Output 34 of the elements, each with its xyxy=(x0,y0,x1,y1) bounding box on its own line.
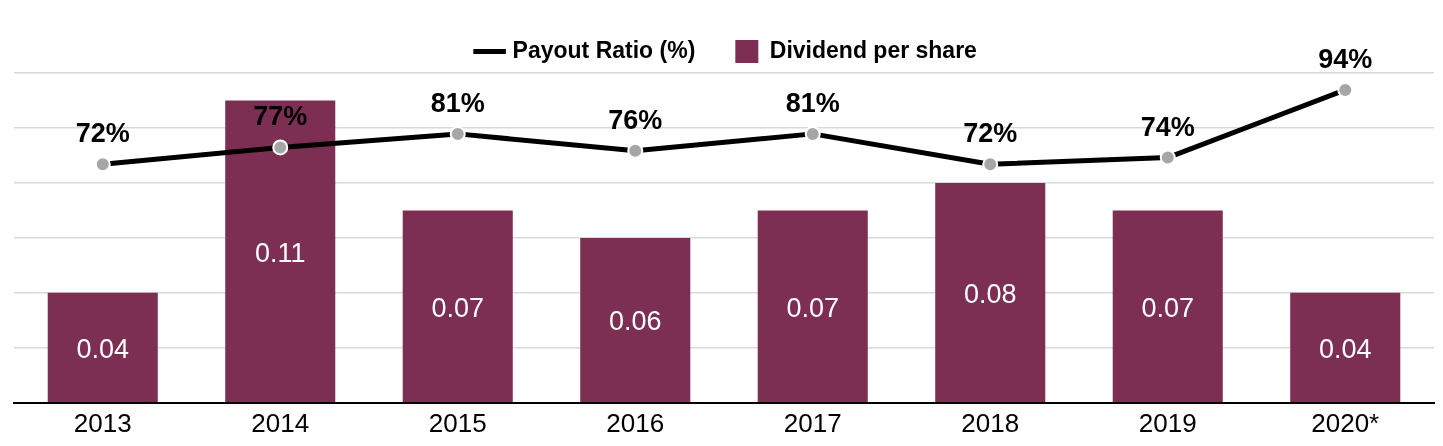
x-tick-label: 2013 xyxy=(73,407,132,438)
data-label: 0.08 xyxy=(963,278,1017,309)
x-tick-label: 2014 xyxy=(251,407,310,438)
bar xyxy=(225,100,336,403)
data-label: 0.04 xyxy=(1318,333,1372,364)
x-tick-label: 2020* xyxy=(1311,407,1380,438)
data-label: 76% xyxy=(608,104,663,135)
bar xyxy=(402,210,513,403)
x-tick-label: 2018 xyxy=(961,407,1020,438)
bar xyxy=(1290,292,1401,403)
data-label: 94% xyxy=(1318,43,1373,74)
x-tick-label: 2017 xyxy=(783,407,842,438)
bar xyxy=(580,237,691,403)
data-label: 72% xyxy=(963,118,1018,149)
data-label: 0.07 xyxy=(1141,292,1195,323)
data-label: 0.06 xyxy=(608,306,662,337)
x-tick-label: 2016 xyxy=(606,407,665,438)
x-tick-label: 2019 xyxy=(1138,407,1197,438)
data-label: 81% xyxy=(785,87,840,118)
bar xyxy=(1112,210,1223,403)
data-label: 77% xyxy=(253,101,308,132)
data-label: 81% xyxy=(430,87,485,118)
data-label: 0.07 xyxy=(786,292,840,323)
legend-label: Payout Ratio (%) xyxy=(512,36,696,63)
data-label: 0.11 xyxy=(254,237,306,268)
data-label: 72% xyxy=(75,118,130,149)
bar xyxy=(757,210,868,403)
data-label: 74% xyxy=(1140,111,1195,142)
bar xyxy=(47,292,158,403)
x-tick-label: 2015 xyxy=(428,407,487,438)
bar xyxy=(935,182,1046,403)
legend-label: Dividend per share xyxy=(769,36,977,63)
data-label: 0.07 xyxy=(431,292,485,323)
data-label: 0.04 xyxy=(76,333,130,364)
